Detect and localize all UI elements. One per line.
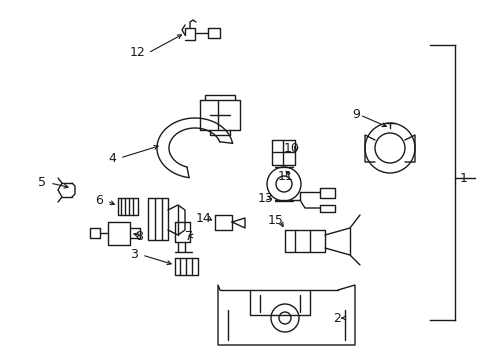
Text: 11: 11 [278, 171, 293, 184]
Text: 15: 15 [267, 215, 284, 228]
Text: 1: 1 [459, 171, 467, 184]
Text: 7: 7 [184, 230, 193, 243]
Text: 4: 4 [108, 152, 116, 165]
Text: 13: 13 [258, 192, 273, 204]
Text: 9: 9 [351, 108, 359, 122]
Text: 5: 5 [38, 176, 46, 189]
Text: 3: 3 [130, 248, 138, 261]
Text: 12: 12 [130, 46, 145, 59]
Text: 8: 8 [135, 230, 142, 243]
Text: 14: 14 [196, 211, 211, 225]
Text: 6: 6 [95, 194, 102, 207]
Text: 2: 2 [332, 311, 340, 324]
Text: 10: 10 [284, 141, 299, 154]
